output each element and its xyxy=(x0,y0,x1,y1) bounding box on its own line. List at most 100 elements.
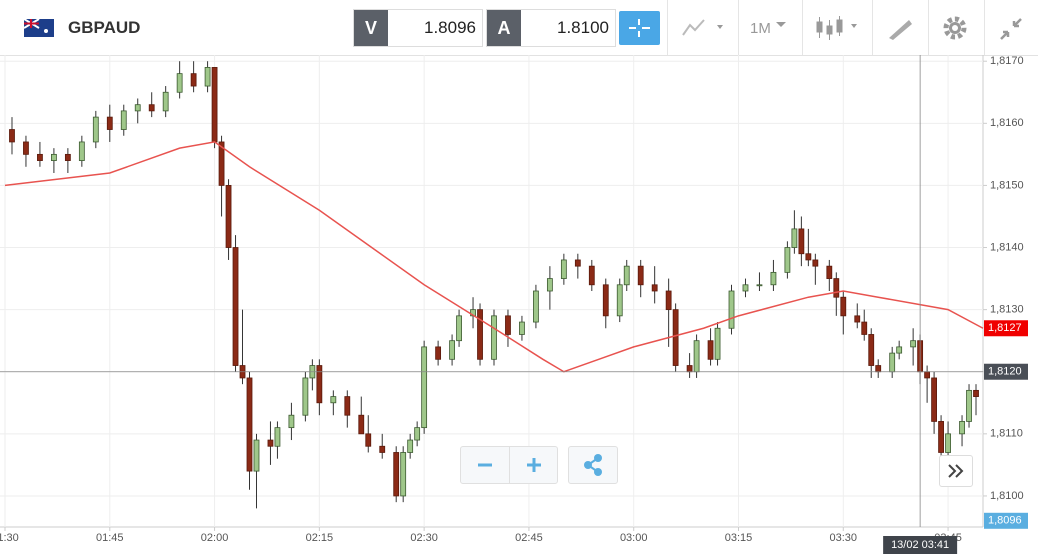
separator xyxy=(928,0,929,55)
candle-body xyxy=(302,377,309,416)
candle-body xyxy=(959,421,965,435)
candle-body xyxy=(546,278,553,292)
x-tick-label: 03:00 xyxy=(620,532,648,544)
x-tick-label: 01:30 xyxy=(0,532,19,544)
buy-letter: A xyxy=(487,10,521,46)
candle-body xyxy=(931,377,937,422)
candle-body xyxy=(665,290,672,311)
candle-body xyxy=(365,433,372,447)
candle-type-button[interactable] xyxy=(815,14,863,42)
x-tick-label: 02:15 xyxy=(306,532,334,544)
candle-body xyxy=(246,377,253,472)
collapse-button[interactable] xyxy=(997,15,1025,43)
share-button[interactable] xyxy=(568,446,618,484)
candle-body xyxy=(288,414,295,429)
candle-body xyxy=(938,421,944,453)
crosshair-time-label: 13/02 03:41 xyxy=(891,539,949,551)
separator xyxy=(872,0,873,55)
price-marker-label: 1,8096 xyxy=(988,515,1022,527)
candle-body xyxy=(253,439,260,472)
candle-body xyxy=(23,141,29,155)
candle-body xyxy=(756,284,763,287)
separator xyxy=(984,0,985,55)
candle-body xyxy=(693,340,700,373)
candle-body xyxy=(407,439,414,453)
y-tick-label: 1,8140 xyxy=(990,241,1024,253)
candle-body xyxy=(37,153,43,161)
x-tick-label: 02:45 xyxy=(515,532,543,544)
flag-icon xyxy=(24,18,54,37)
separator xyxy=(738,0,739,55)
candle-body xyxy=(812,259,819,267)
candle-body xyxy=(358,414,365,435)
candle-body xyxy=(449,340,455,360)
scroll-latest-button[interactable] xyxy=(939,455,973,487)
sell-letter: V xyxy=(354,10,388,46)
candle-body xyxy=(672,309,679,366)
price-marker-label: 1,8127 xyxy=(988,322,1022,334)
candle-body xyxy=(924,371,931,379)
x-tick-label: 02:30 xyxy=(410,532,438,544)
x-tick-label: 03:15 xyxy=(725,532,753,544)
candle-body xyxy=(204,67,211,87)
sell-box[interactable]: V 1.8096 xyxy=(353,9,483,47)
crosshair-button[interactable] xyxy=(619,11,660,45)
symbol: GBPAUD xyxy=(68,17,141,37)
candle-body xyxy=(686,365,693,373)
chart: 1,8100 1,8110 1,8120 1,8130 1,8140 1,8150 1,81… xyxy=(0,55,1028,554)
timeframe-button[interactable]: 1M xyxy=(750,20,771,37)
candle-body xyxy=(421,346,428,429)
x-tick-label: 01:45 xyxy=(96,532,124,544)
candle-body xyxy=(714,327,721,360)
candle-body xyxy=(742,284,749,292)
candle-body xyxy=(833,278,840,298)
candle-body xyxy=(274,427,281,447)
candle-body xyxy=(148,104,155,112)
candle-body xyxy=(791,228,798,248)
candle-body xyxy=(826,265,833,279)
candle-body xyxy=(393,452,400,497)
x-tick-label: 03:30 xyxy=(830,532,858,544)
candle-body xyxy=(784,247,791,273)
candle-body xyxy=(9,129,15,143)
zoom-out-button[interactable] xyxy=(461,447,509,483)
candle-body xyxy=(477,309,483,360)
zoom-in-button[interactable] xyxy=(508,447,558,483)
candle-body xyxy=(588,265,595,286)
candle-body xyxy=(330,396,337,404)
candle-body xyxy=(176,73,183,93)
y-tick-label: 1,8100 xyxy=(990,490,1024,502)
candle-body xyxy=(533,290,539,323)
candle-body xyxy=(770,271,777,286)
candle-body xyxy=(875,365,882,373)
price-marker-label: 1,8120 xyxy=(988,366,1022,378)
x-tick-label: 02:00 xyxy=(201,532,229,544)
candle-body xyxy=(560,259,567,279)
candle-body xyxy=(707,340,714,360)
candle-body xyxy=(190,73,197,87)
y-tick-label: 1,8110 xyxy=(990,428,1023,440)
candle-body xyxy=(728,290,735,329)
candle-body xyxy=(637,265,644,286)
candle-body xyxy=(456,315,462,342)
candle-body xyxy=(616,284,623,317)
buy-box[interactable]: A 1.8100 xyxy=(486,9,616,47)
candle-body xyxy=(840,296,847,317)
candle-body xyxy=(400,452,407,497)
candle-body xyxy=(211,67,218,143)
candle-body xyxy=(78,141,85,161)
candle-body xyxy=(232,247,239,366)
crosshair-time-box xyxy=(883,536,958,554)
settings-button[interactable] xyxy=(942,15,970,43)
candle-body xyxy=(945,433,951,453)
drawing-button[interactable] xyxy=(885,14,915,42)
separator xyxy=(667,0,668,55)
candle-body xyxy=(519,321,525,335)
candle-body xyxy=(574,259,581,267)
candle-body xyxy=(379,445,386,453)
y-tick-label: 1,8170 xyxy=(990,55,1024,67)
candle-body xyxy=(889,352,896,373)
chart-type-button[interactable] xyxy=(680,15,728,41)
buy-price: 1.8100 xyxy=(557,18,609,37)
candle-body xyxy=(505,315,511,335)
